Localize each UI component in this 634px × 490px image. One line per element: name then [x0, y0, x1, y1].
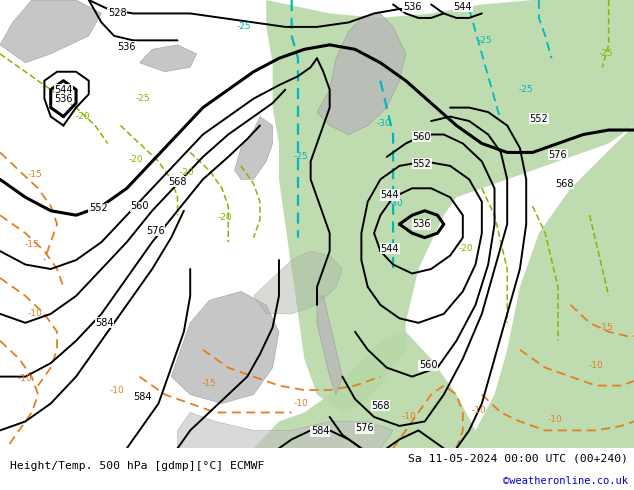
- Text: 576: 576: [146, 226, 165, 236]
- Text: -20: -20: [179, 168, 195, 177]
- Text: -15: -15: [598, 323, 613, 332]
- Text: 560: 560: [412, 132, 431, 142]
- Text: 544: 544: [380, 244, 399, 254]
- Polygon shape: [254, 251, 342, 314]
- Text: 536: 536: [54, 94, 73, 104]
- Text: -25: -25: [236, 23, 252, 31]
- Text: -15: -15: [24, 240, 39, 249]
- Text: 584: 584: [95, 318, 114, 328]
- Polygon shape: [0, 0, 101, 63]
- Text: -25: -25: [477, 36, 493, 45]
- Text: 536: 536: [117, 42, 136, 52]
- Text: 552: 552: [529, 114, 548, 124]
- Text: 536: 536: [412, 219, 431, 229]
- Text: -20: -20: [217, 213, 233, 222]
- Polygon shape: [139, 45, 197, 72]
- Polygon shape: [266, 0, 634, 413]
- Text: Sa 11-05-2024 00:00 UTC (00+240): Sa 11-05-2024 00:00 UTC (00+240): [408, 454, 628, 464]
- Text: 536: 536: [403, 2, 422, 12]
- Text: 552: 552: [89, 203, 108, 214]
- Text: 576: 576: [548, 149, 567, 160]
- Text: -25: -25: [294, 152, 309, 161]
- Text: 560: 560: [418, 361, 437, 370]
- Text: -30: -30: [376, 119, 391, 128]
- Polygon shape: [456, 125, 634, 448]
- Text: -10: -10: [588, 361, 604, 370]
- Polygon shape: [171, 292, 279, 404]
- Text: 560: 560: [130, 201, 149, 211]
- Text: 568: 568: [371, 401, 390, 411]
- Text: -10: -10: [294, 399, 309, 408]
- Text: 568: 568: [555, 179, 574, 189]
- Text: 528: 528: [108, 8, 127, 19]
- Text: -10: -10: [110, 386, 125, 394]
- Text: -10: -10: [27, 309, 42, 318]
- Polygon shape: [317, 13, 406, 135]
- Text: -20: -20: [458, 245, 474, 253]
- Text: -15: -15: [202, 379, 217, 388]
- Polygon shape: [178, 413, 393, 448]
- Text: -10: -10: [471, 406, 486, 415]
- Polygon shape: [254, 332, 476, 448]
- Text: 568: 568: [168, 176, 187, 187]
- Text: -25: -25: [519, 85, 534, 94]
- Polygon shape: [235, 117, 273, 179]
- Text: -15: -15: [27, 171, 42, 179]
- Text: 544: 544: [453, 2, 472, 12]
- Text: -20: -20: [129, 155, 144, 164]
- Text: Height/Temp. 500 hPa [gdmp][°C] ECMWF: Height/Temp. 500 hPa [gdmp][°C] ECMWF: [10, 461, 264, 471]
- Text: 544: 544: [380, 190, 399, 200]
- Polygon shape: [317, 296, 342, 394]
- Text: ©weatheronline.co.uk: ©weatheronline.co.uk: [503, 476, 628, 486]
- Text: 584: 584: [311, 426, 330, 436]
- Text: 552: 552: [412, 159, 431, 169]
- Text: -25: -25: [598, 49, 613, 58]
- Text: -30: -30: [389, 199, 404, 209]
- Text: -20: -20: [75, 112, 90, 121]
- Text: -25: -25: [135, 94, 150, 103]
- Text: -10: -10: [18, 374, 33, 383]
- Text: 544: 544: [54, 85, 73, 95]
- Text: -10: -10: [401, 413, 417, 421]
- Text: -10: -10: [547, 415, 562, 424]
- Text: 584: 584: [133, 392, 152, 402]
- Text: 576: 576: [355, 423, 374, 433]
